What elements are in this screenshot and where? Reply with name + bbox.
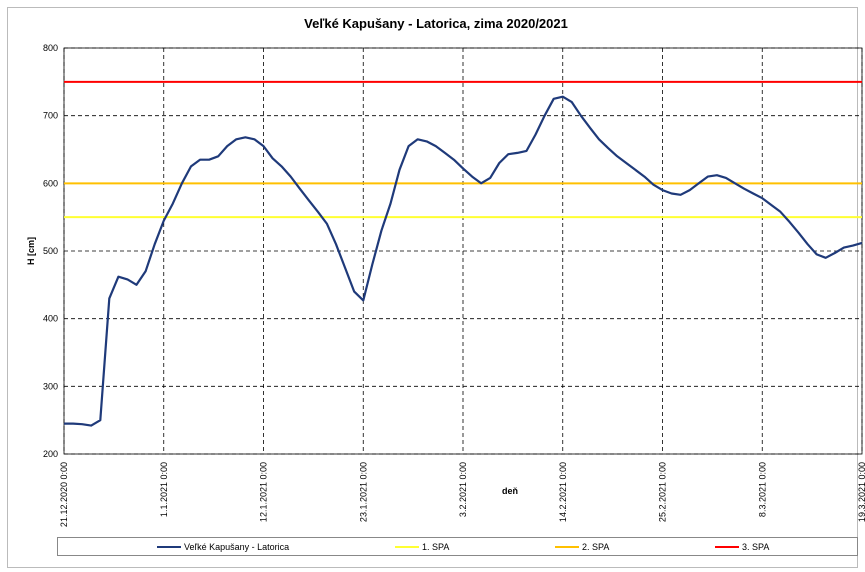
y-axis-title: H [cm] <box>26 237 36 265</box>
plot-area <box>63 47 863 455</box>
chart-title: Veľké Kapušany - Latorica, zima 2020/202… <box>304 16 568 31</box>
x-tick-label: 14.2.2021 0:00 <box>558 462 568 522</box>
x-axis-title: deň <box>502 486 518 496</box>
legend-label: 1. SPA <box>422 542 449 552</box>
chart-frame <box>7 7 858 568</box>
x-tick-label: 25.2.2021 0:00 <box>658 462 668 522</box>
x-tick-label: 3.2.2021 0:00 <box>458 462 468 517</box>
y-tick-label: 300 <box>43 381 58 391</box>
legend-label: 3. SPA <box>742 542 769 552</box>
y-tick-label: 200 <box>43 449 58 459</box>
x-tick-label: 19.3.2021 0:00 <box>857 462 865 522</box>
x-tick-label: 1.1.2021 0:00 <box>159 462 169 517</box>
legend-label: 2. SPA <box>582 542 609 552</box>
legend <box>57 537 858 556</box>
x-tick-label: 8.3.2021 0:00 <box>757 462 767 517</box>
y-tick-label: 400 <box>43 314 58 324</box>
data-line <box>64 95 863 427</box>
x-tick-label: 23.1.2021 0:00 <box>358 462 368 522</box>
x-tick-label: 21.12.2020 0:00 <box>59 462 69 527</box>
x-tick-label: 12.1.2021 0:00 <box>259 462 269 522</box>
y-tick-label: 500 <box>43 246 58 256</box>
legend-label: Veľké Kapušany - Latorica <box>184 542 289 552</box>
y-tick-label: 800 <box>43 43 58 53</box>
y-tick-label: 600 <box>43 178 58 188</box>
y-tick-label: 700 <box>43 111 58 121</box>
